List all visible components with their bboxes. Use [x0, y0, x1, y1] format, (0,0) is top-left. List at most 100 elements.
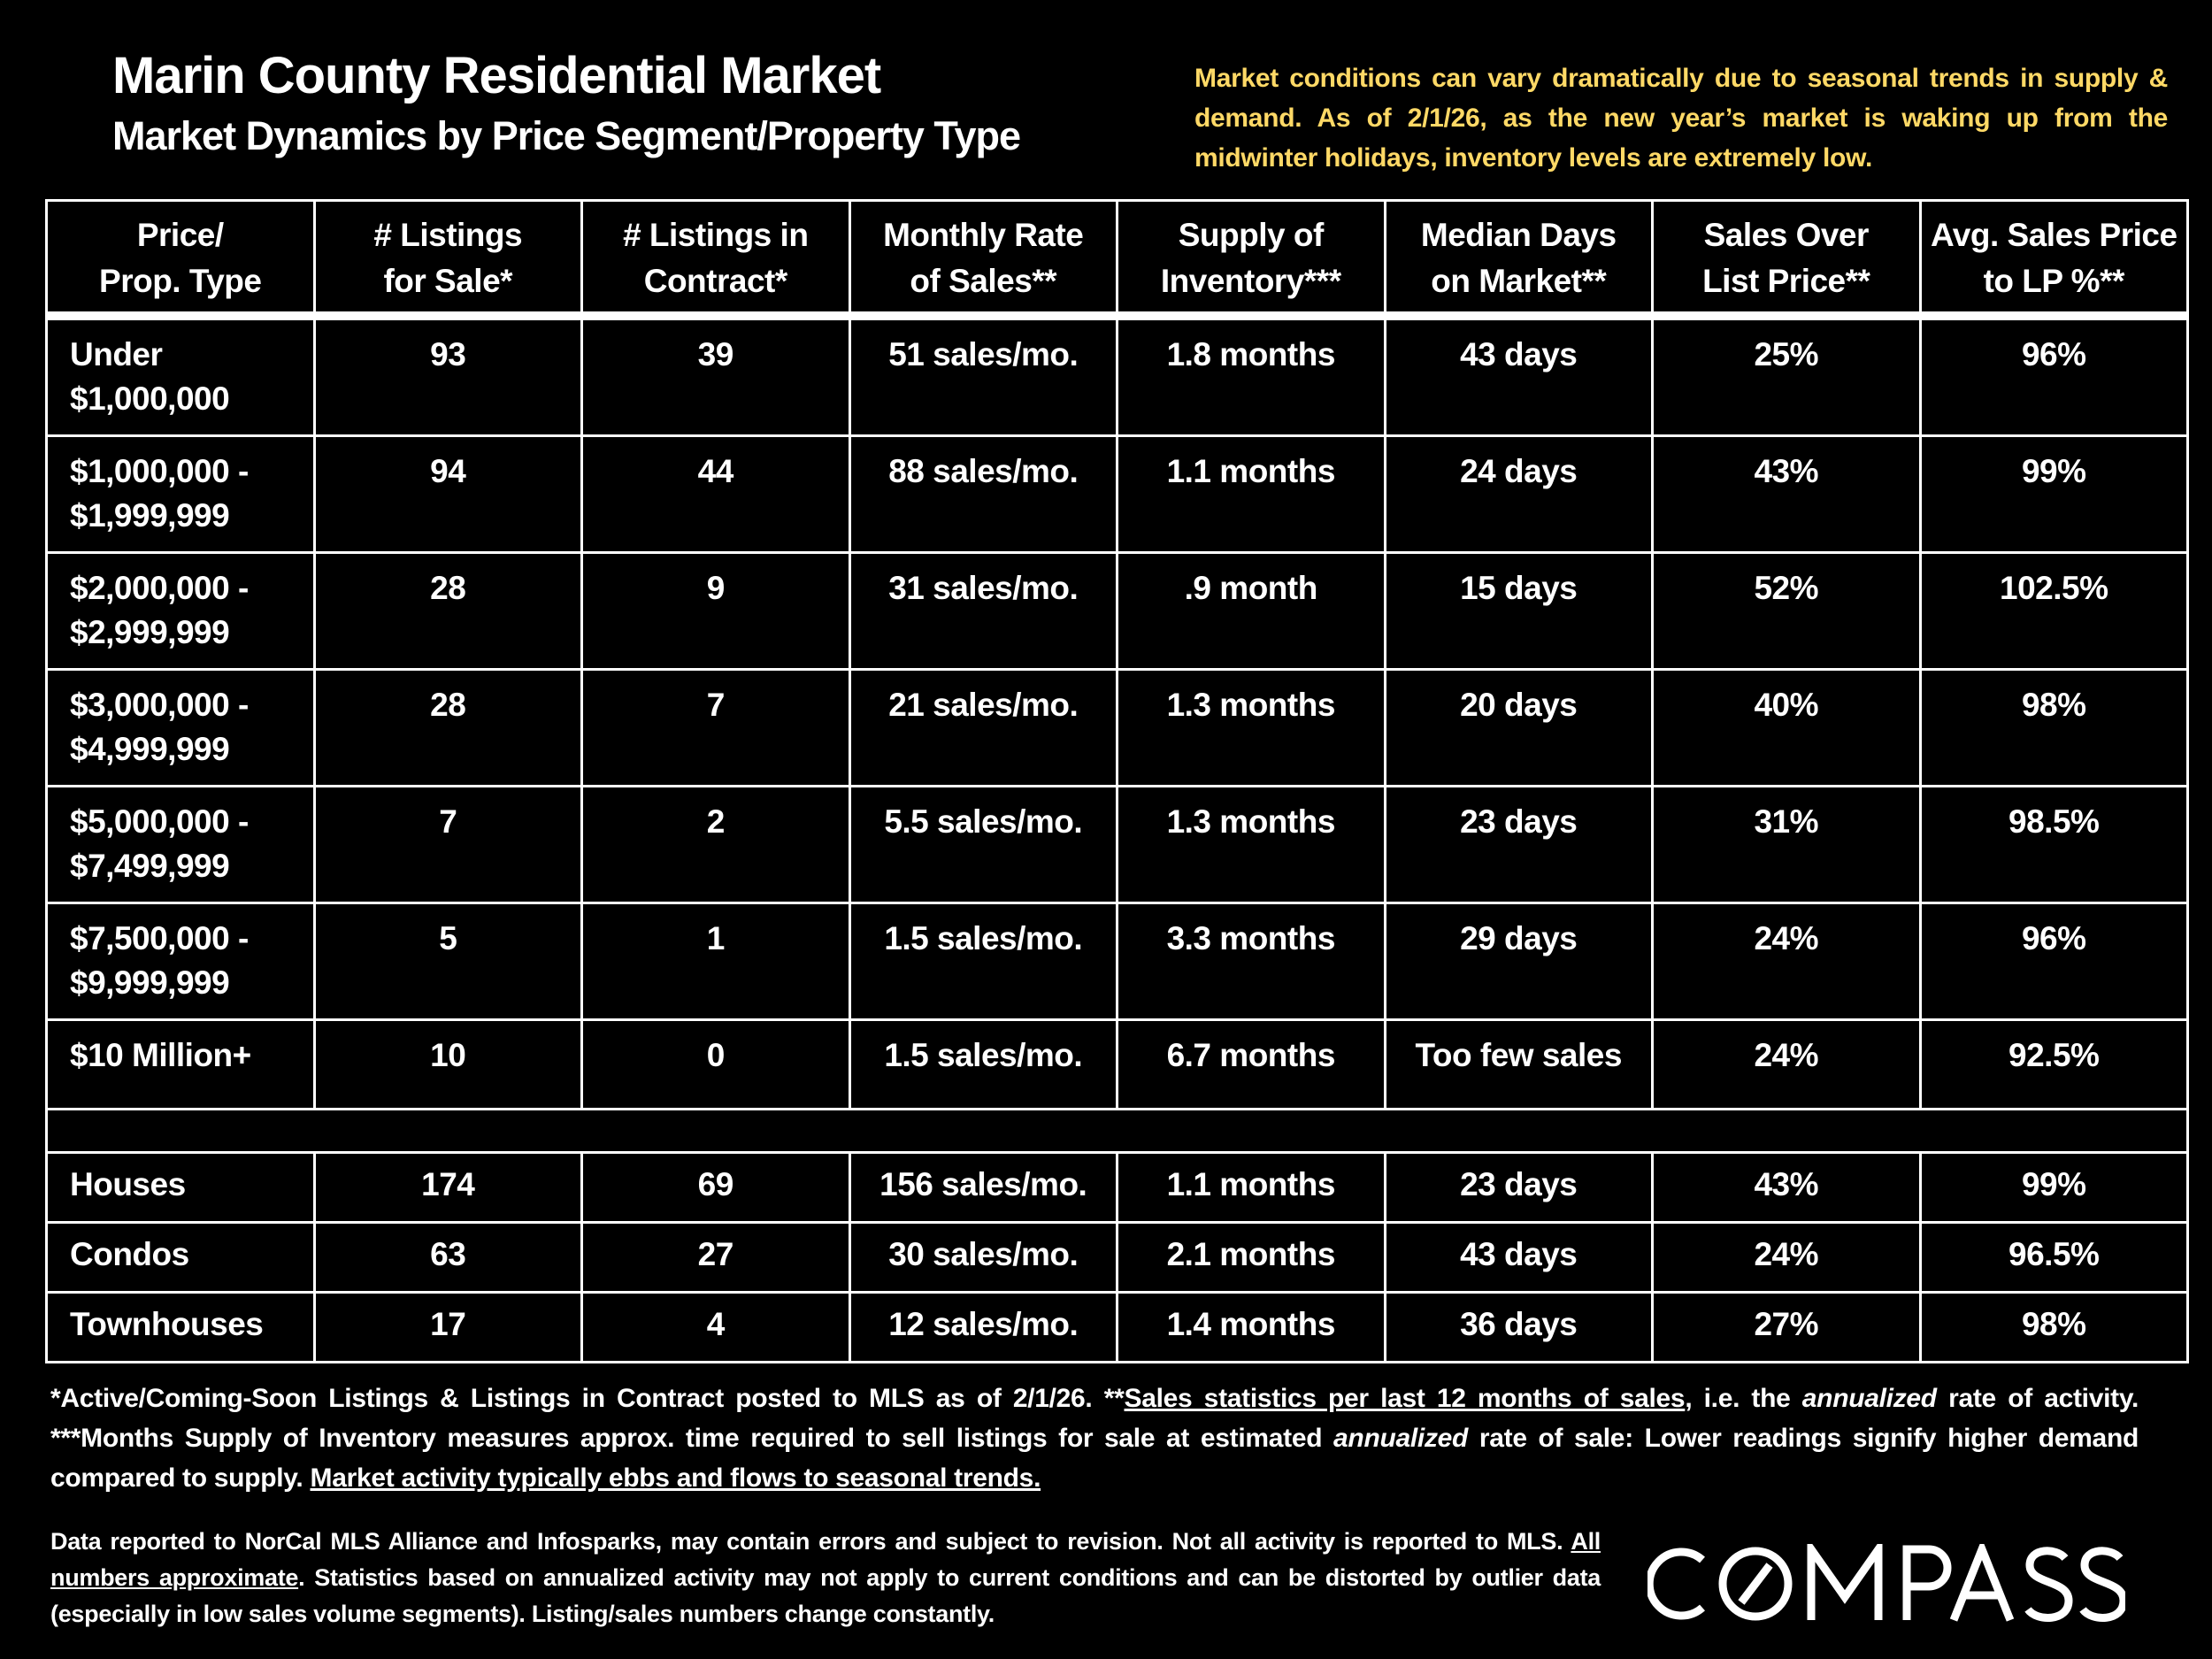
disclaimer-text: . Statistics based on annualized activit… — [50, 1564, 1601, 1627]
table-cell: 98% — [1918, 1291, 2189, 1363]
label-line: Under — [70, 336, 163, 373]
column-header: Avg. Sales Price to LP %** — [1918, 199, 2189, 320]
table-cell: 36 days — [1383, 1291, 1654, 1363]
table-cell: 3.3 months — [1116, 902, 1386, 1021]
table-cell: 1.4 months — [1116, 1291, 1386, 1363]
footnote-text: , i.e. the — [1685, 1384, 1802, 1413]
table-cell: 43 days — [1383, 314, 1654, 437]
table-cell: 1 — [580, 902, 851, 1021]
column-header-line: Price/ — [136, 217, 224, 253]
column-header-line: Supply of — [1178, 217, 1325, 253]
column-header-line: Median Days — [1420, 217, 1617, 253]
footnote-underlined: Sales statistics per last 12 months of s… — [1124, 1384, 1686, 1413]
table-cell: 24% — [1651, 1018, 1922, 1110]
table-cell: 102.5% — [1918, 551, 2189, 671]
table-cell: 5 — [312, 902, 583, 1021]
table-cell: 40% — [1651, 668, 1922, 787]
table-row: $5,000,000 - $7,499,999 7 2 5.5 sales/mo. 1.3… — [45, 785, 2189, 904]
column-header: Supply of Inventory*** — [1116, 199, 1386, 320]
table-cell: 29 days — [1383, 902, 1654, 1021]
table-cell: 5.5 sales/mo. — [848, 785, 1118, 904]
table-cell: 12 sales/mo. — [848, 1291, 1118, 1363]
price-segment-label: $10 Million+ — [45, 1018, 316, 1110]
column-header-line: List Price** — [1702, 263, 1870, 299]
table-cell: 15 days — [1383, 551, 1654, 671]
table-cell: 31 sales/mo. — [848, 551, 1118, 671]
table-cell: 21 sales/mo. — [848, 668, 1118, 787]
table-cell: 20 days — [1383, 668, 1654, 787]
label-line: $5,000,000 - — [70, 803, 249, 840]
disclaimer-underlined: All numbers approximate — [50, 1528, 1601, 1591]
footnote-underlined: Market activity typically ebbs and flows… — [310, 1463, 1041, 1493]
table-cell: 96% — [1918, 314, 2189, 437]
table-row: $3,000,000 - $4,999,999 28 7 21 sales/mo. 1.3… — [45, 668, 2189, 787]
label-line: $4,999,999 — [70, 731, 230, 767]
footnote-italic: annualized — [1801, 1384, 1937, 1413]
table-cell: 1.3 months — [1116, 668, 1386, 787]
table-cell: 99% — [1918, 434, 2189, 554]
table-cell: 1.8 months — [1116, 314, 1386, 437]
price-segment-label: $1,000,000 - $1,999,999 — [45, 434, 316, 554]
compass-logo-icon — [1645, 1536, 2128, 1622]
table-cell: 7 — [312, 785, 583, 904]
table-cell: 96% — [1918, 902, 2189, 1021]
column-header: Median Days on Market** — [1383, 199, 1654, 320]
table-cell: 23 days — [1383, 785, 1654, 904]
table-cell: 43% — [1651, 434, 1922, 554]
table-cell: 174 — [312, 1151, 583, 1224]
price-segment-label: $7,500,000 - $9,999,999 — [45, 902, 316, 1021]
table-cell: 44 — [580, 434, 851, 554]
table-cell: 51 sales/mo. — [848, 314, 1118, 437]
table-cell: Too few sales — [1383, 1018, 1654, 1110]
label-line: $3,000,000 - — [70, 687, 249, 723]
page-title: Marin County Residential Market — [112, 47, 881, 104]
column-header-line: Inventory*** — [1160, 263, 1341, 299]
table-cell: 156 sales/mo. — [848, 1151, 1118, 1224]
market-dynamics-table: Price/Prop. Type # Listings for Sale* # Lis… — [45, 199, 2189, 1363]
table-row: Townhouses 17 4 12 sales/mo. 1.4 months 36 da… — [45, 1291, 2189, 1363]
table-cell: 96.5% — [1918, 1221, 2189, 1294]
spacer-row — [45, 1108, 2189, 1154]
table-cell: 2.1 months — [1116, 1221, 1386, 1294]
table-cell: 17 — [312, 1291, 583, 1363]
table-cell: .9 month — [1116, 551, 1386, 671]
price-segment-label: Under $1,000,000 — [45, 314, 316, 437]
table-cell: 27% — [1651, 1291, 1922, 1363]
property-type-label: Townhouses — [45, 1291, 316, 1363]
price-segment-label: $2,000,000 - $2,999,999 — [45, 551, 316, 671]
table-cell: 28 — [312, 668, 583, 787]
price-segment-label: $3,000,000 - $4,999,999 — [45, 668, 316, 787]
table-cell: 99% — [1918, 1151, 2189, 1224]
column-header: Monthly Rate of Sales** — [848, 199, 1118, 320]
table-row: $7,500,000 - $9,999,999 5 1 1.5 sales/mo. 3.3… — [45, 902, 2189, 1021]
label-line: $1,000,000 - — [70, 453, 249, 489]
column-header: Sales Over List Price** — [1651, 199, 1922, 320]
table-cell: 27 — [580, 1221, 851, 1294]
column-header-line: on Market** — [1431, 263, 1607, 299]
table-row: $2,000,000 - $2,999,999 28 9 31 sales/mo. .9 … — [45, 551, 2189, 671]
column-header: # Listings for Sale* — [312, 199, 583, 320]
table-cell: 0 — [580, 1018, 851, 1110]
table-cell: 43 days — [1383, 1221, 1654, 1294]
spacer-cell — [45, 1108, 2189, 1154]
column-header: # Listings in Contract* — [580, 199, 851, 320]
label-line: $2,000,000 - — [70, 570, 249, 606]
table-cell: 43% — [1651, 1151, 1922, 1224]
disclaimer-text: Data reported to NorCal MLS Alliance and… — [50, 1528, 1571, 1555]
table-cell: 1.3 months — [1116, 785, 1386, 904]
column-header-line: Sales Over — [1703, 217, 1870, 253]
column-header-line: of Sales** — [910, 263, 1057, 299]
table-header-row: Price/Prop. Type # Listings for Sale* # Lis… — [45, 199, 2189, 320]
table-cell: 63 — [312, 1221, 583, 1294]
footnote-text: rate of activity. ***Months Supply of In… — [50, 1384, 2139, 1453]
label-line: $1,000,000 — [70, 380, 230, 417]
data-disclaimer: Data reported to NorCal MLS Alliance and… — [50, 1524, 1601, 1632]
label-line: $1,999,999 — [70, 497, 230, 534]
table-cell: 98.5% — [1918, 785, 2189, 904]
column-header-line: Monthly Rate — [883, 217, 1084, 253]
table-cell: 23 days — [1383, 1151, 1654, 1224]
compass-logo — [1645, 1536, 2128, 1643]
table-cell: 1.5 sales/mo. — [848, 902, 1118, 1021]
page-subtitle: Market Dynamics by Price Segment/Propert… — [112, 113, 1021, 158]
table-cell: 88 sales/mo. — [848, 434, 1118, 554]
